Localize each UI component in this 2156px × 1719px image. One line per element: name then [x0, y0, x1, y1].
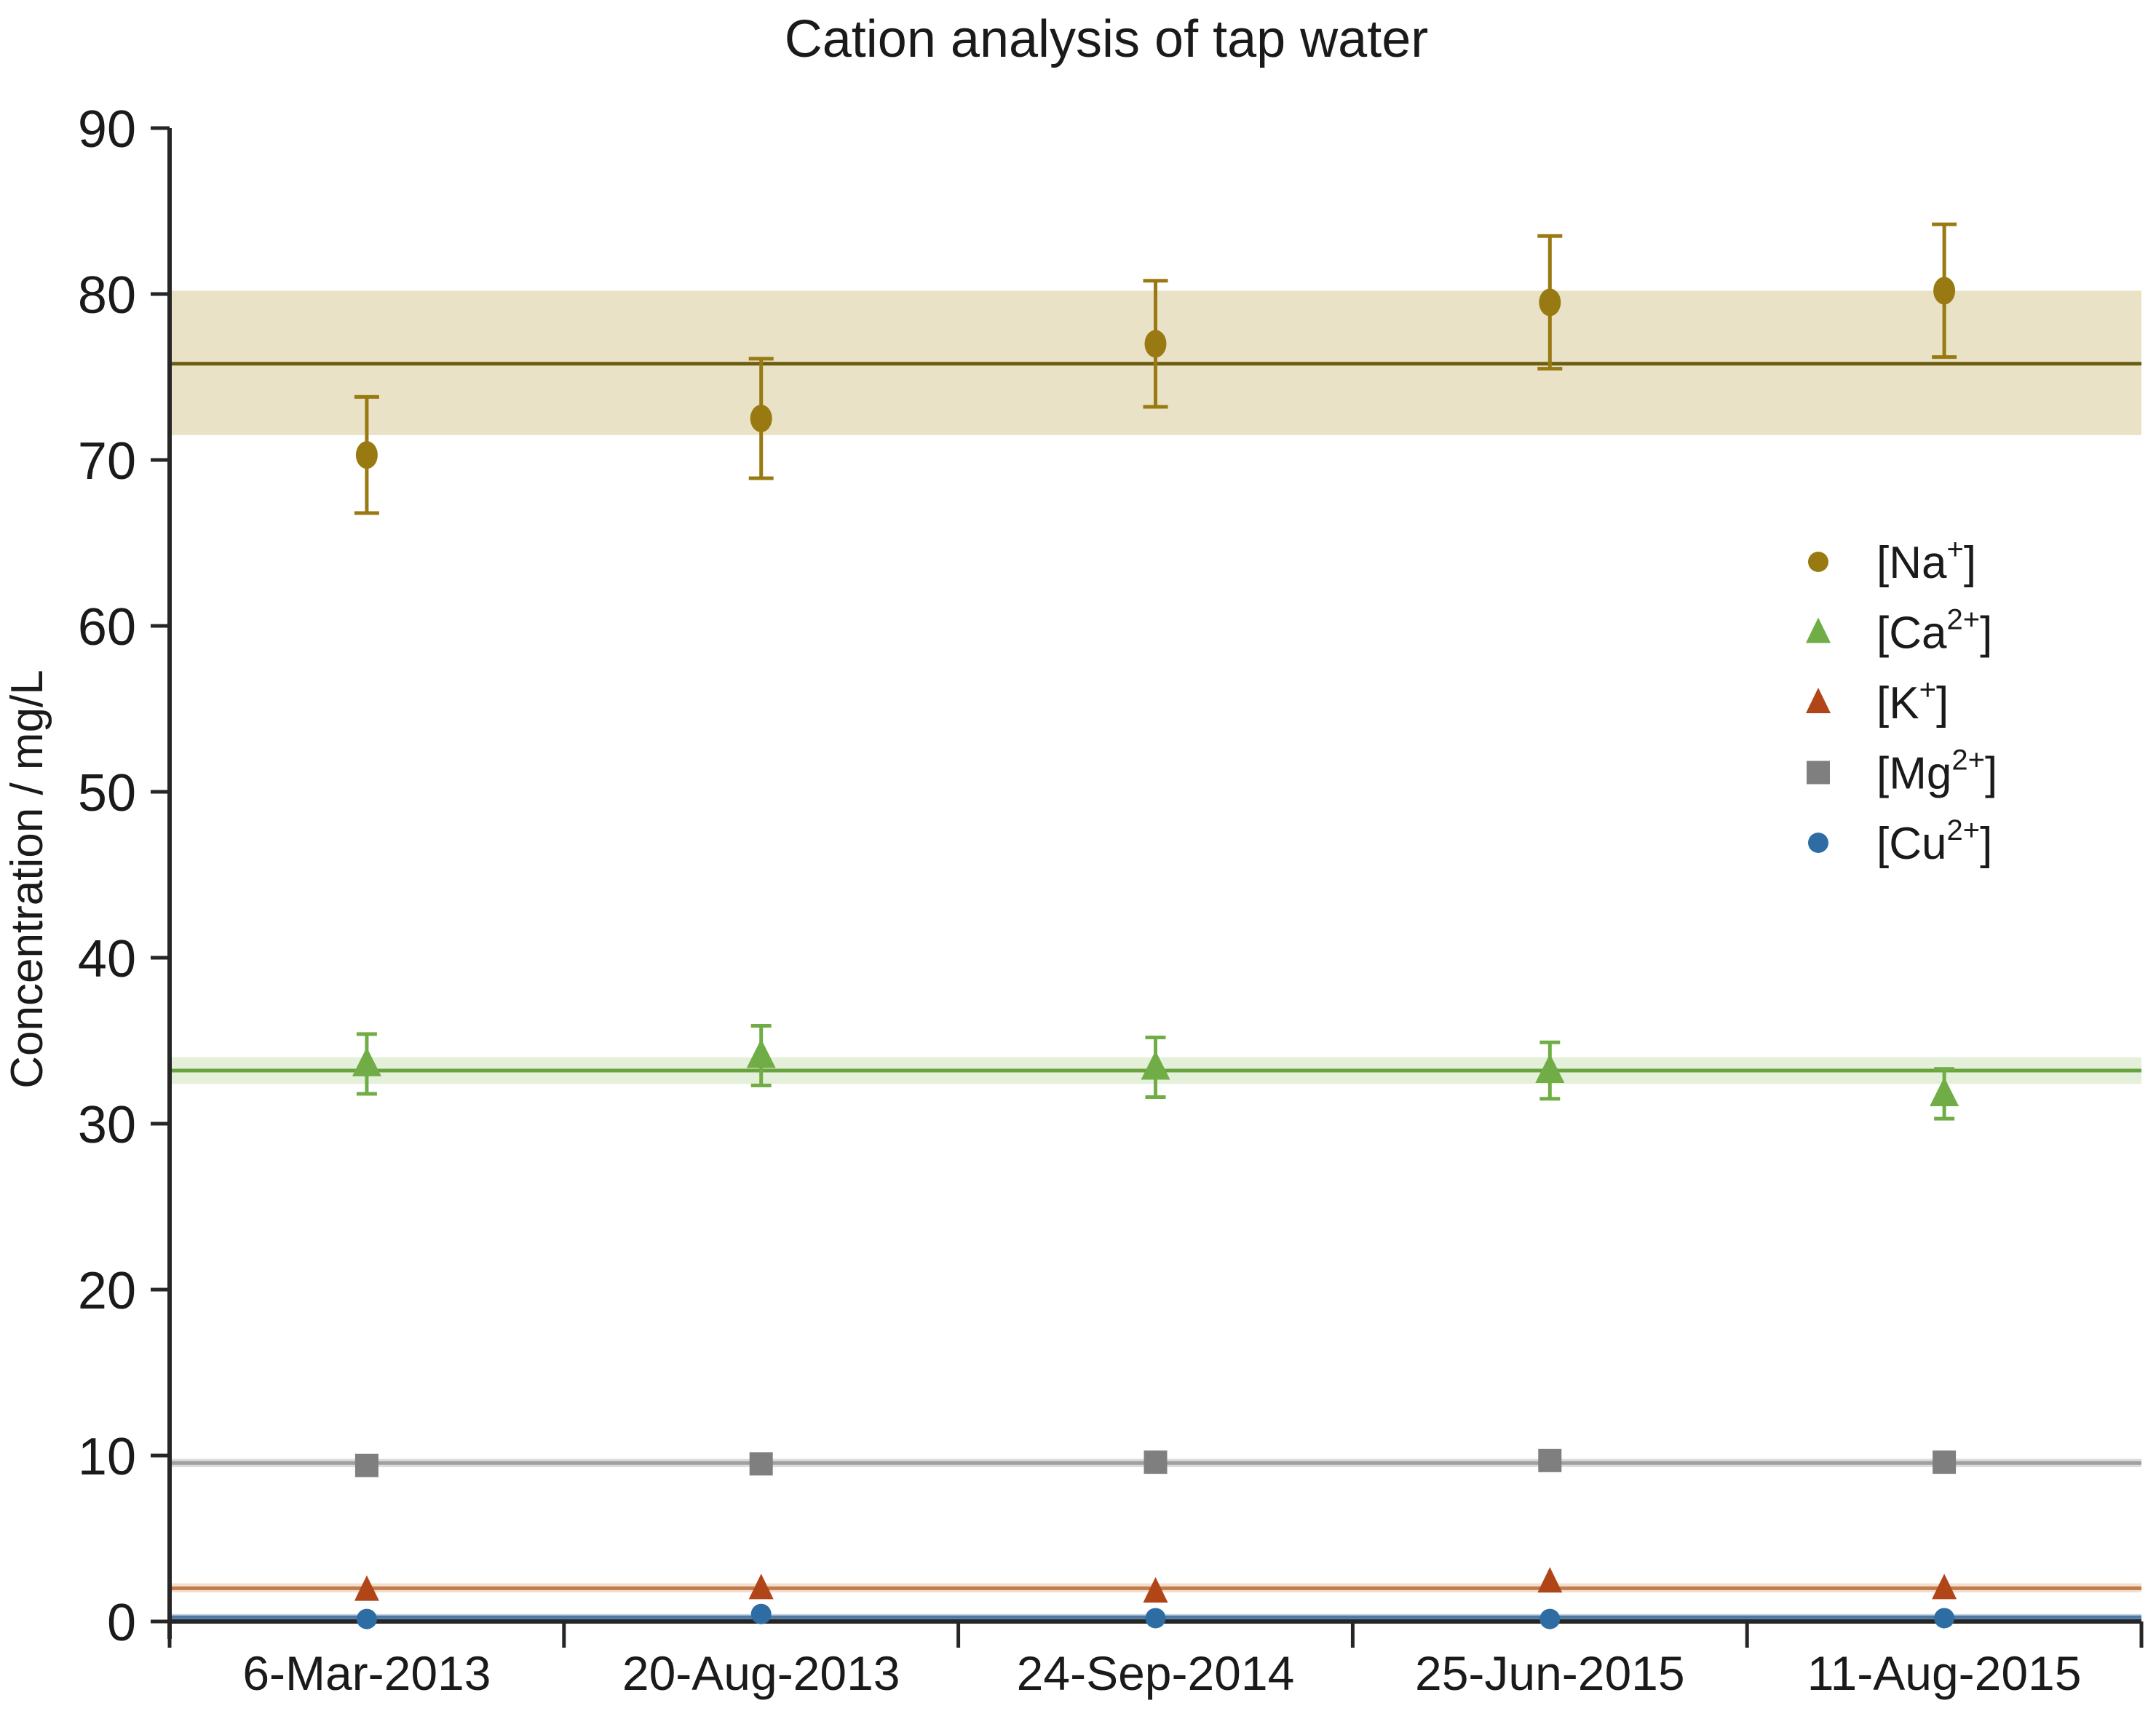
chart-title: Cation analysis of tap water — [785, 10, 1428, 68]
legend-label-mg: [Mg2+] — [1876, 745, 1997, 799]
legend-label-ca: [Ca2+] — [1876, 604, 1992, 659]
k-point-1 — [748, 1573, 774, 1600]
legend-label-na: [Na+] — [1876, 533, 1976, 588]
y-tick-label-10: 10 — [78, 1428, 136, 1486]
k-point-0 — [354, 1575, 379, 1601]
mg-point-4 — [1933, 1450, 1957, 1474]
cu-point-2 — [1145, 1608, 1166, 1629]
y-tick-label-40: 40 — [78, 930, 136, 988]
ca-point-1 — [746, 1039, 776, 1068]
confidence-bands-layer — [170, 290, 2141, 1621]
data-markers-layer — [352, 277, 1959, 1629]
cu-point-4 — [1934, 1608, 1955, 1629]
ca-point-3 — [1535, 1054, 1565, 1084]
y-tick-label-30: 30 — [78, 1096, 136, 1154]
y-axis-label: Concentration / mg/L — [2, 670, 52, 1089]
na-point-1 — [750, 405, 772, 432]
legend-marker-ca — [1806, 617, 1831, 643]
na-point-2 — [1144, 330, 1167, 358]
ca-point-0 — [352, 1047, 381, 1076]
legend: [Na+] [Ca2+] [K+] [Mg2+] [Cu2+] — [1806, 533, 1997, 869]
y-tick-label-0: 0 — [107, 1594, 136, 1652]
legend-item-na: [Na+] — [1808, 533, 1976, 588]
ca-point-4 — [1930, 1076, 1959, 1106]
legend-marker-k — [1806, 688, 1831, 713]
x-category-label-1: 20-Aug-2013 — [622, 1646, 900, 1700]
mean-lines-layer — [170, 362, 2141, 1619]
legend-label-cu: [Cu2+] — [1876, 814, 1992, 869]
mg-point-1 — [749, 1452, 773, 1476]
legend-marker-na — [1808, 552, 1828, 572]
cu-point-1 — [750, 1603, 772, 1624]
legend-marker-cu — [1808, 833, 1828, 853]
na-point-4 — [1933, 277, 1956, 305]
legend-item-mg: [Mg2+] — [1807, 745, 1997, 799]
x-category-label-3: 25-Jun-2015 — [1415, 1646, 1685, 1700]
axes-layer: 90 80 70 60 50 40 30 20 10 0 6-Mar-2013 20-Aug-2013… — [78, 100, 2144, 1700]
y-tick-label-60: 60 — [78, 598, 136, 656]
mg-point-2 — [1144, 1450, 1168, 1474]
y-tick-label-80: 80 — [78, 266, 136, 325]
legend-item-cu: [Cu2+] — [1808, 814, 1992, 869]
k-point-3 — [1537, 1567, 1563, 1593]
legend-item-ca: [Ca2+] — [1806, 604, 1992, 659]
legend-marker-mg — [1807, 761, 1830, 785]
cu-point-0 — [356, 1608, 377, 1629]
x-category-label-4: 11-Aug-2015 — [1807, 1646, 2082, 1700]
k-point-2 — [1143, 1576, 1168, 1603]
cu-point-3 — [1539, 1608, 1561, 1629]
mg-point-0 — [354, 1453, 379, 1477]
k-point-4 — [1932, 1573, 1957, 1600]
y-tick-label-70: 70 — [78, 432, 136, 491]
y-tick-label-20: 20 — [78, 1262, 136, 1320]
y-tick-label-90: 90 — [78, 100, 136, 159]
y-tick-label-50: 50 — [78, 764, 136, 822]
x-category-label-2: 24-Sep-2014 — [1017, 1646, 1295, 1700]
na-point-3 — [1539, 288, 1561, 317]
mg-point-3 — [1538, 1448, 1562, 1472]
ca-point-2 — [1141, 1050, 1170, 1080]
x-category-label-0: 6-Mar-2013 — [242, 1646, 491, 1700]
na-point-0 — [355, 441, 378, 469]
legend-item-k: [K+] — [1806, 674, 1949, 729]
legend-label-k: [K+] — [1876, 674, 1949, 729]
